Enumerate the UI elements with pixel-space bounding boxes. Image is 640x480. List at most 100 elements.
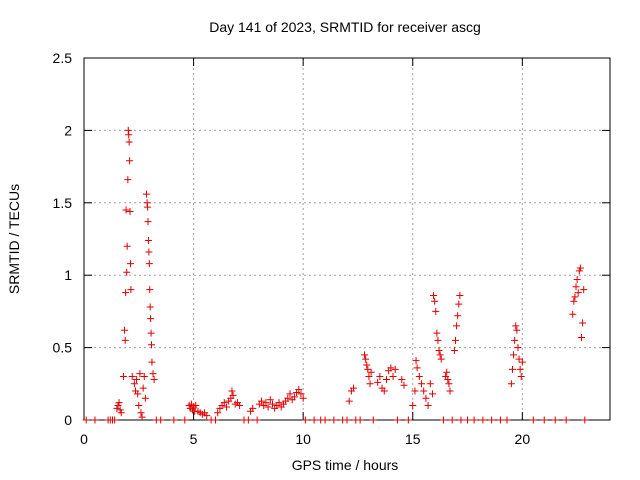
data-point xyxy=(222,403,230,411)
data-point xyxy=(365,373,373,381)
data-point xyxy=(529,416,537,424)
data-point xyxy=(181,416,189,424)
data-point xyxy=(310,416,318,424)
data-point xyxy=(119,373,127,381)
x-tick-label: 5 xyxy=(190,431,198,447)
data-point xyxy=(212,416,219,424)
data-point xyxy=(426,380,434,388)
data-point xyxy=(369,416,377,424)
data-point xyxy=(122,206,130,214)
data-point xyxy=(573,276,581,284)
data-point xyxy=(398,375,406,383)
data-point xyxy=(140,373,148,381)
data-point xyxy=(253,416,261,424)
data-point xyxy=(117,409,125,417)
data-point xyxy=(144,218,152,226)
data-point xyxy=(576,264,584,272)
data-point xyxy=(148,358,156,366)
data-point xyxy=(286,390,294,398)
data-point xyxy=(343,416,351,424)
data-point xyxy=(579,319,587,327)
data-point xyxy=(116,406,124,414)
data-point xyxy=(433,329,441,337)
data-point xyxy=(374,378,382,386)
data-point xyxy=(454,312,462,320)
data-point xyxy=(446,387,454,395)
data-point xyxy=(284,394,292,402)
data-point xyxy=(91,416,99,424)
data-point xyxy=(295,386,303,394)
data-point xyxy=(121,326,129,334)
data-point xyxy=(415,373,423,381)
data-point xyxy=(125,131,133,139)
y-tick-label: 0.5 xyxy=(53,340,73,356)
data-point xyxy=(229,391,237,399)
data-point xyxy=(387,364,395,372)
data-point xyxy=(455,300,463,308)
x-tick-label: 10 xyxy=(295,431,311,447)
data-point xyxy=(111,416,119,424)
data-point xyxy=(138,413,146,421)
data-point xyxy=(258,397,266,405)
data-point xyxy=(470,416,478,424)
data-point xyxy=(275,399,283,407)
data-point xyxy=(130,380,138,388)
data-point xyxy=(146,286,154,294)
data-point xyxy=(214,409,222,417)
data-point xyxy=(220,399,228,407)
data-point xyxy=(431,297,439,305)
data-point xyxy=(114,402,122,410)
data-point xyxy=(150,375,158,383)
data-point xyxy=(297,390,305,398)
data-point xyxy=(350,384,358,392)
data-point xyxy=(496,416,504,424)
data-point xyxy=(113,404,121,412)
data-point xyxy=(121,336,129,344)
data-point xyxy=(345,397,353,405)
data-point xyxy=(411,387,419,395)
data-point xyxy=(330,416,338,424)
data-point xyxy=(418,380,426,388)
data-point xyxy=(366,380,374,388)
data-point xyxy=(134,390,142,398)
chart-title: Day 141 of 2023, SRMTID for receiver asc… xyxy=(209,19,481,35)
data-point xyxy=(192,402,200,410)
data-point xyxy=(147,315,155,323)
data-point xyxy=(290,393,298,401)
data-point xyxy=(142,190,150,198)
data-point xyxy=(128,373,136,381)
data-point xyxy=(435,346,443,354)
data-point xyxy=(356,416,364,424)
y-tick-label: 0 xyxy=(64,412,72,428)
data-point xyxy=(512,322,520,330)
data-point xyxy=(448,416,456,424)
data-point xyxy=(125,138,133,146)
data-point xyxy=(428,390,436,398)
data-point xyxy=(266,396,274,404)
data-point xyxy=(540,416,548,424)
data-point xyxy=(236,402,244,410)
data-point xyxy=(510,351,518,359)
data-point xyxy=(572,283,580,291)
data-point xyxy=(437,355,445,363)
data-point xyxy=(551,416,559,424)
data-point xyxy=(518,358,526,366)
data-point xyxy=(126,260,134,268)
data-point xyxy=(400,381,408,389)
data-point xyxy=(420,387,428,395)
data-point xyxy=(439,416,447,424)
data-point xyxy=(445,380,453,388)
grid xyxy=(84,58,610,420)
x-tick-label: 0 xyxy=(80,431,88,447)
y-tick-label: 1 xyxy=(64,267,72,283)
data-point xyxy=(382,375,390,383)
data-point xyxy=(127,286,135,294)
data-point xyxy=(575,267,583,275)
data-point xyxy=(264,403,272,411)
data-point xyxy=(139,384,147,392)
data-point xyxy=(363,361,371,369)
plot-frame xyxy=(83,57,611,421)
data-point xyxy=(456,291,464,299)
data-point xyxy=(262,399,270,407)
